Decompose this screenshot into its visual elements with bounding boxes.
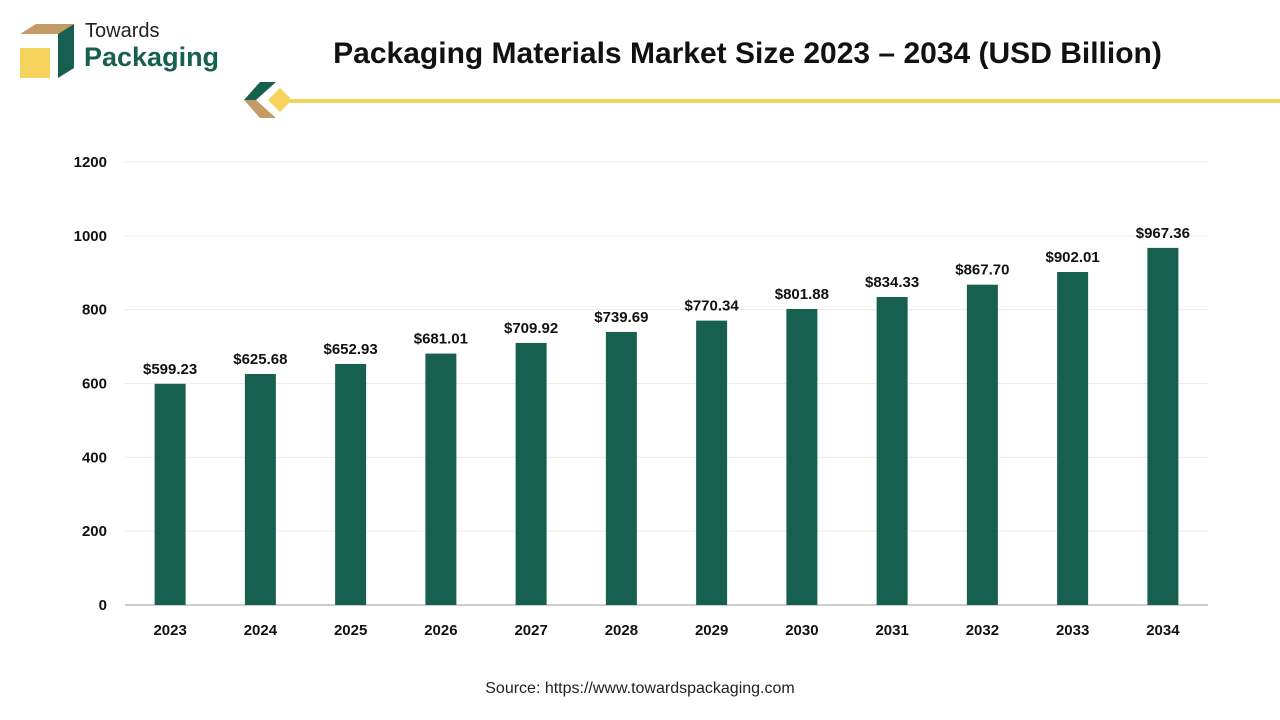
bar (1147, 247, 1179, 605)
x-tick-label: 2029 (695, 622, 728, 639)
bar (605, 331, 637, 605)
x-tick-label: 2028 (605, 622, 638, 639)
bar (425, 353, 457, 605)
x-tick-label: 2031 (875, 622, 908, 639)
data-label: $902.01 (1046, 249, 1100, 266)
x-tick-label: 2024 (244, 622, 278, 639)
data-label: $967.36 (1136, 225, 1190, 242)
y-tick-label: 400 (82, 449, 107, 466)
x-tick-label: 2030 (785, 622, 818, 639)
y-tick-label: 800 (82, 302, 107, 319)
bar (1057, 272, 1089, 605)
data-label: $770.34 (685, 298, 740, 315)
y-tick-label: 1000 (74, 228, 107, 245)
data-label: $599.23 (143, 361, 197, 378)
bar (786, 308, 818, 605)
x-tick-label: 2034 (1146, 622, 1180, 639)
data-label: $801.88 (775, 286, 829, 303)
bar (696, 320, 728, 605)
x-tick-label: 2027 (514, 622, 547, 639)
bar (154, 383, 186, 605)
y-tick-label: 600 (82, 376, 107, 393)
bar (876, 296, 908, 605)
y-tick-label: 1200 (74, 154, 107, 171)
data-label: $681.01 (414, 331, 468, 348)
x-tick-label: 2033 (1056, 622, 1089, 639)
y-tick-label: 0 (99, 597, 107, 614)
x-tick-label: 2025 (334, 622, 367, 639)
data-label: $867.70 (955, 262, 1009, 279)
x-tick-label: 2023 (153, 622, 186, 639)
brand-line2: Packaging (84, 42, 220, 72)
data-label: $834.33 (865, 274, 919, 291)
bar (515, 342, 547, 605)
y-tick-label: 200 (82, 523, 107, 540)
bar (966, 284, 998, 605)
chart-title: Packaging Materials Market Size 2023 – 2… (333, 37, 1162, 70)
data-label: $709.92 (504, 320, 558, 337)
source-text: Source: https://www.towardspackaging.com (485, 680, 795, 697)
brand-line1: Towards (85, 20, 160, 42)
x-tick-label: 2026 (424, 622, 457, 639)
data-label: $652.93 (324, 341, 378, 358)
title-underline-decoration (244, 82, 1280, 118)
bar (244, 374, 276, 605)
data-label: $739.69 (594, 309, 648, 326)
x-tick-label: 2032 (966, 622, 999, 639)
bar (335, 363, 367, 605)
brand-logo-icon (20, 24, 74, 78)
data-label: $625.68 (233, 351, 287, 368)
